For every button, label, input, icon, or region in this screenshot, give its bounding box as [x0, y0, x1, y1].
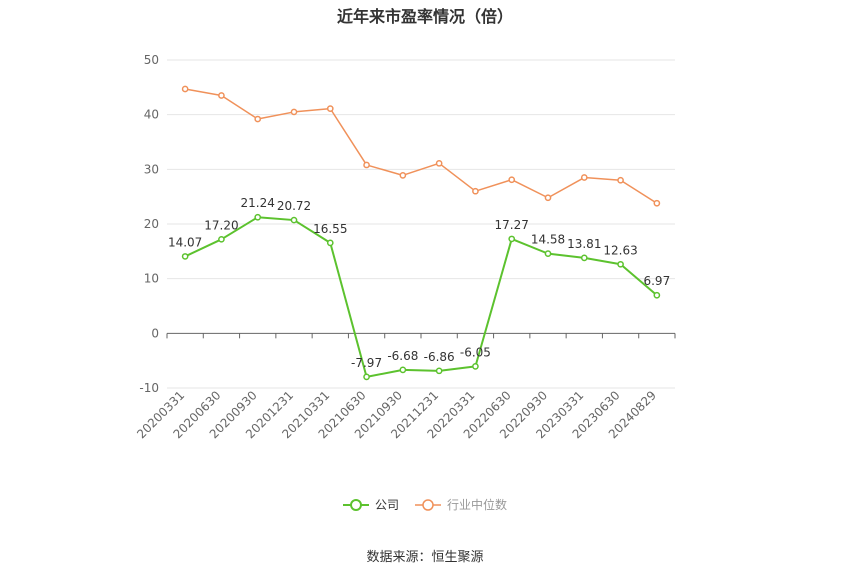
- legend-item-company[interactable]: 公司: [342, 496, 399, 513]
- data-point-company: [653, 291, 661, 299]
- data-point-industry: [290, 108, 298, 116]
- chart-title: 近年来市盈率情况（倍）: [336, 7, 513, 26]
- data-point-company: [363, 373, 370, 381]
- y-tick-label: 40: [144, 108, 159, 122]
- data-point-industry: [653, 199, 661, 207]
- data-point-company: [326, 239, 334, 247]
- data-point-industry: [617, 176, 624, 184]
- data-label-company: 14.07: [168, 235, 202, 249]
- data-point-company: [254, 213, 262, 221]
- data-point-company: [399, 366, 407, 374]
- data-label-company: 13.81: [567, 237, 601, 251]
- data-label-company: 14.58: [531, 233, 565, 247]
- legend: 公司 行业中位数: [0, 496, 850, 513]
- data-label-company: 16.55: [313, 222, 347, 236]
- data-point-industry: [435, 159, 443, 167]
- data-point-company: [544, 250, 552, 257]
- data-label-company: 20.72: [277, 199, 311, 213]
- legend-item-industry[interactable]: 行业中位数: [415, 496, 507, 513]
- data-label-company: 21.24: [241, 196, 275, 210]
- data-point-company: [435, 367, 443, 375]
- data-label-company: -6.05: [460, 345, 491, 359]
- y-tick-label: 0: [151, 326, 159, 340]
- data-point-company: [508, 235, 516, 243]
- y-tick-label: 30: [144, 162, 159, 176]
- data-point-industry: [254, 115, 262, 123]
- legend-industry-label: 行业中位数: [447, 498, 508, 512]
- data-point-industry: [218, 92, 225, 99]
- data-point-industry: [181, 85, 189, 93]
- data-point-industry: [472, 187, 479, 195]
- source-note: 数据来源：恒生聚源: [366, 550, 484, 565]
- legend-company-marker-icon: [342, 498, 369, 511]
- data-point-industry: [326, 105, 334, 113]
- y-tick-label: 20: [144, 217, 159, 231]
- data-point-industry: [580, 174, 588, 181]
- data-label-company: 17.27: [495, 218, 529, 232]
- data-label-company: -6.68: [387, 349, 418, 363]
- data-label-company: -6.86: [424, 350, 455, 364]
- data-point-company: [617, 260, 624, 268]
- data-point-company: [580, 254, 588, 262]
- data-label-company: 17.20: [204, 218, 238, 232]
- data-point-industry: [544, 194, 552, 202]
- legend-industry-marker-icon: [415, 498, 441, 511]
- data-label-company: 12.63: [603, 243, 637, 257]
- y-tick-label: 50: [144, 53, 159, 67]
- data-point-company: [290, 216, 298, 224]
- data-point-company: [181, 253, 189, 260]
- legend-company-label: 公司: [374, 498, 399, 512]
- data-point-company: [472, 363, 479, 370]
- data-point-industry: [399, 171, 407, 179]
- data-point-industry: [363, 161, 370, 169]
- y-tick-label: -10: [139, 381, 159, 395]
- data-point-company: [218, 235, 225, 243]
- data-label-company: -7.97: [351, 356, 382, 370]
- series-line-industry: [185, 88, 658, 204]
- series-line-company: [184, 216, 658, 378]
- y-tick-label: 10: [144, 272, 159, 286]
- data-point-industry: [508, 176, 516, 184]
- data-label-company: 6.97: [643, 274, 670, 288]
